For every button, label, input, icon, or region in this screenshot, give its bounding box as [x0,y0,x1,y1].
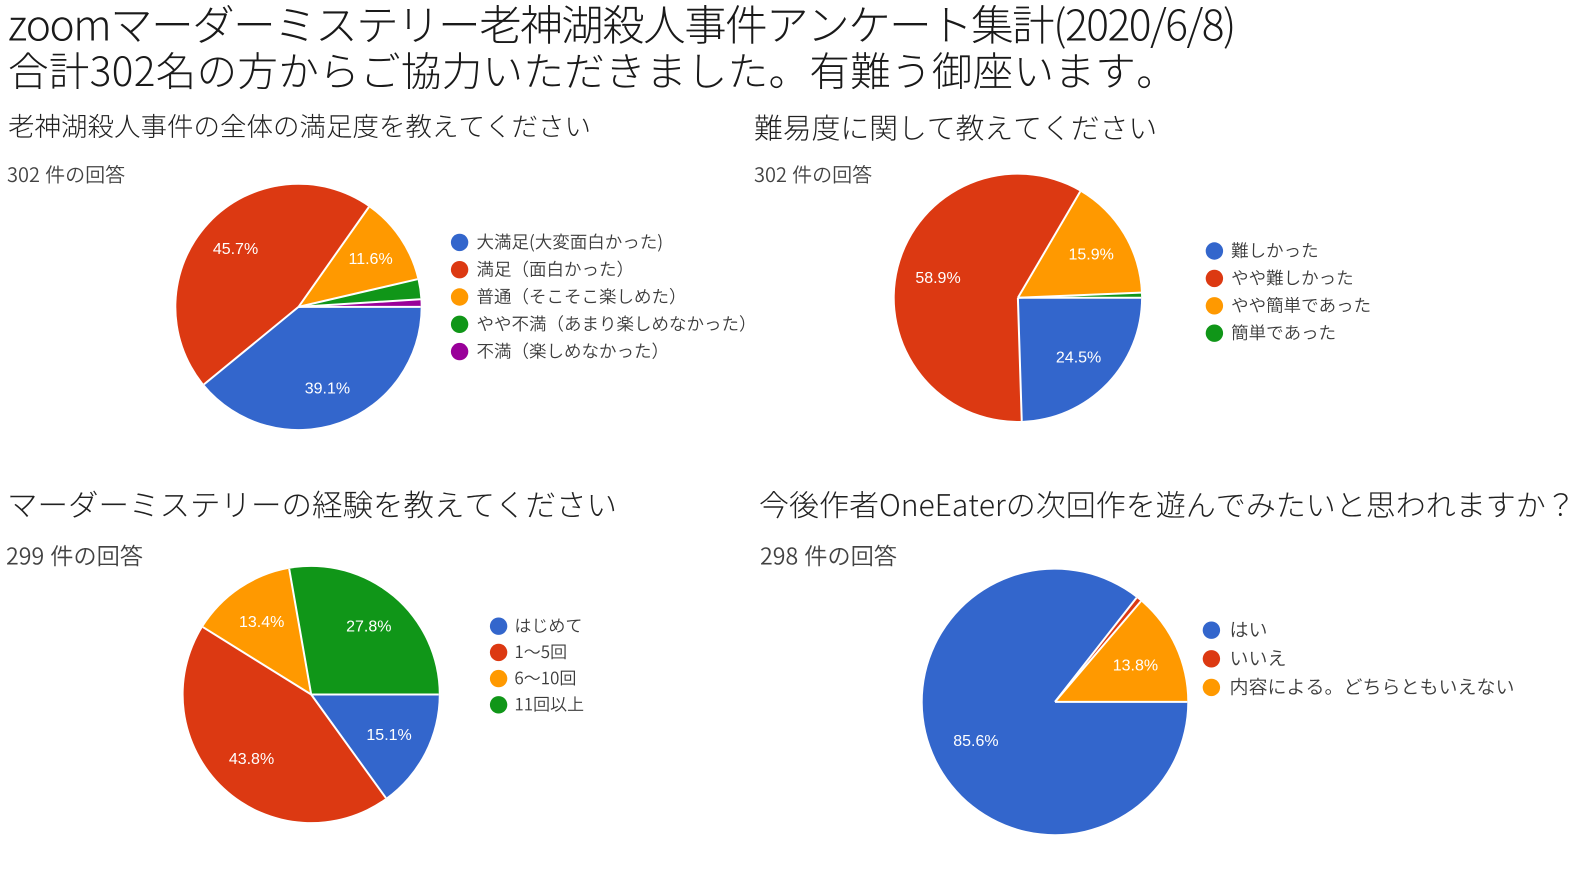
svg-text:85.6%: 85.6% [953,733,998,750]
svg-text:58.9%: 58.9% [915,270,960,287]
svg-text:27.8%: 27.8% [346,619,391,636]
svg-text:24.5%: 24.5% [1056,349,1101,366]
svg-text:13.8%: 13.8% [1113,658,1158,675]
svg-text:11.6%: 11.6% [349,251,393,268]
svg-text:13.4%: 13.4% [239,614,284,631]
svg-text:45.7%: 45.7% [213,241,258,258]
svg-text:15.9%: 15.9% [1069,247,1114,264]
svg-text:15.1%: 15.1% [366,727,411,744]
svg-text:43.8%: 43.8% [229,751,274,768]
svg-text:39.1%: 39.1% [305,381,350,398]
